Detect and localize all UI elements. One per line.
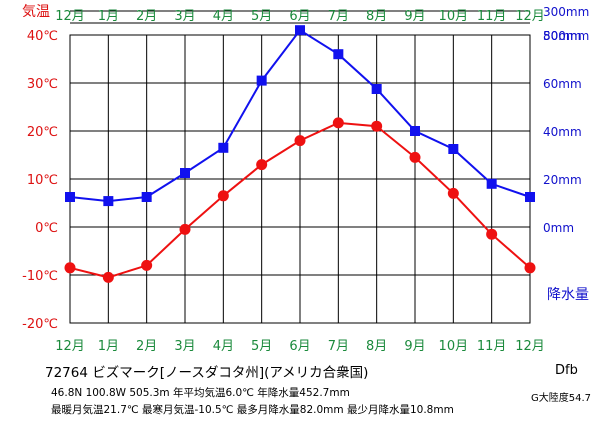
temperature-point xyxy=(409,151,421,163)
temperature-point xyxy=(256,159,268,171)
climate-classification: Dfb xyxy=(555,363,578,378)
precipitation-series xyxy=(65,25,535,207)
continentality-index: G大陸度54.7 xyxy=(531,393,592,404)
month-label-top: 3月 xyxy=(174,9,195,24)
temperature-point xyxy=(141,259,153,271)
precipitation-axis: 500mm300mm100mm80mm60mm40mm20mm0mm xyxy=(543,5,589,235)
month-label-bottom: 12月 xyxy=(55,339,85,354)
month-label-bottom: 2月 xyxy=(136,339,157,354)
month-label-top: 12月 xyxy=(515,9,545,24)
month-label-top: 5月 xyxy=(251,9,272,24)
month-label-bottom: 7月 xyxy=(328,339,349,354)
precipitation-point xyxy=(218,142,229,153)
month-label-bottom: 8月 xyxy=(366,339,387,354)
precipitation-point xyxy=(525,192,535,202)
month-label-bottom: 5月 xyxy=(251,339,272,354)
temperature-point xyxy=(447,187,459,199)
temperature-point xyxy=(217,190,229,202)
precipitation-axis-title: 降水量 xyxy=(547,287,589,303)
precipitation-point xyxy=(141,192,152,202)
temperature-tick-label: 10℃ xyxy=(27,173,58,188)
temperature-tick-label: -10℃ xyxy=(22,269,58,284)
station-coordinates: 46.8N 100.8W 505.3m 年平均気温6.0℃ 年降水量452.7m… xyxy=(51,387,350,399)
station-extremes: 最暖月気温21.7℃ 最寒月気温-10.5℃ 最多月降水量82.0mm 最少月降… xyxy=(51,404,454,416)
month-label-top: 11月 xyxy=(477,9,507,24)
month-axis-bottom: 12月 1月 2月 3月 4月 5月 6月 7月 8月 9月 10月 11月 12月 xyxy=(55,339,545,354)
month-label-top: 10月 xyxy=(439,9,469,24)
precipitation-tick-label: 300mm xyxy=(543,5,589,19)
month-label-top: 1月 xyxy=(98,9,119,24)
precipitation-point xyxy=(371,84,382,94)
precipitation-tick-label: 500mm xyxy=(543,29,589,43)
temperature-point xyxy=(371,120,383,132)
temperature-point xyxy=(332,117,344,129)
precipitation-point xyxy=(486,178,497,189)
month-label-top: 12月 xyxy=(55,9,85,24)
precipitation-point xyxy=(103,196,114,207)
month-label-bottom: 1月 xyxy=(98,339,119,354)
precipitation-point xyxy=(410,126,420,136)
month-label-bottom: 11月 xyxy=(477,339,507,354)
temperature-tick-label: 0℃ xyxy=(35,221,58,236)
precipitation-point xyxy=(448,144,459,154)
temperature-tick-label: 30℃ xyxy=(27,77,58,92)
temperature-point xyxy=(64,262,76,274)
temperature-point xyxy=(294,135,306,147)
temperature-tick-label: 20℃ xyxy=(27,125,58,140)
precipitation-point xyxy=(65,192,75,202)
month-label-top: 7月 xyxy=(328,9,349,24)
chart-grid xyxy=(69,10,531,324)
temperature-point xyxy=(486,228,498,240)
temperature-tick-label: -20℃ xyxy=(22,317,58,332)
temperature-axis: 40℃ 30℃ 20℃ 10℃ 0℃ -10℃ -20℃ xyxy=(22,29,58,332)
temperature-series xyxy=(64,117,536,283)
precipitation-tick-label: 20mm xyxy=(543,173,582,187)
precipitation-point xyxy=(256,75,267,86)
precipitation-point xyxy=(180,168,190,178)
temperature-axis-title: 気温 xyxy=(22,4,50,20)
month-label-bottom: 9月 xyxy=(404,339,425,354)
station-title: 72764 ビズマーク[ノースダコタ州](アメリカ合衆国) xyxy=(45,365,369,381)
temperature-point xyxy=(179,223,191,235)
precipitation-tick-label: 80mm xyxy=(543,29,582,43)
temperature-tick-label: 40℃ xyxy=(27,29,58,44)
month-label-top: 4月 xyxy=(213,9,234,24)
precipitation-tick-label: 60mm xyxy=(543,77,582,91)
month-label-top: 9月 xyxy=(404,9,425,24)
temperature-point xyxy=(102,271,114,283)
temperature-point xyxy=(524,262,536,274)
month-label-top: 2月 xyxy=(136,9,157,24)
month-label-bottom: 6月 xyxy=(289,339,310,354)
month-label-bottom: 4月 xyxy=(213,339,234,354)
precipitation-tick-label: 0mm xyxy=(543,221,574,235)
precipitation-point xyxy=(295,25,305,36)
month-label-top: 6月 xyxy=(289,9,310,24)
month-label-top: 8月 xyxy=(366,9,387,24)
month-axis-top: 12月 1月 2月 3月 4月 5月 6月 7月 8月 9月 10月 11月 12月 xyxy=(55,9,545,24)
month-label-bottom: 3月 xyxy=(174,339,195,354)
month-label-bottom: 10月 xyxy=(439,339,469,354)
month-label-bottom: 12月 xyxy=(515,339,545,354)
precipitation-tick-label: 40mm xyxy=(543,125,582,139)
precipitation-point xyxy=(333,49,344,60)
